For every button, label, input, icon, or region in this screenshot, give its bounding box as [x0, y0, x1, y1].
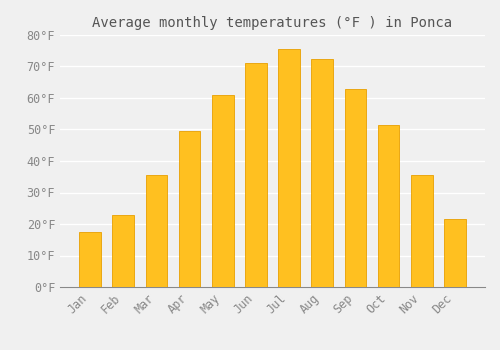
Bar: [80, 232, 101, 287]
Bar: [212, 95, 234, 287]
Bar: [378, 125, 400, 287]
Bar: [245, 63, 266, 287]
Title: Average monthly temperatures (°F ) in Ponca: Average monthly temperatures (°F ) in Po…: [92, 16, 452, 30]
Bar: [344, 89, 366, 287]
Bar: [146, 175, 167, 287]
Bar: [179, 131, 201, 287]
Bar: [411, 175, 432, 287]
Bar: [312, 58, 333, 287]
Bar: [112, 215, 134, 287]
Bar: [278, 49, 300, 287]
Bar: [444, 219, 466, 287]
